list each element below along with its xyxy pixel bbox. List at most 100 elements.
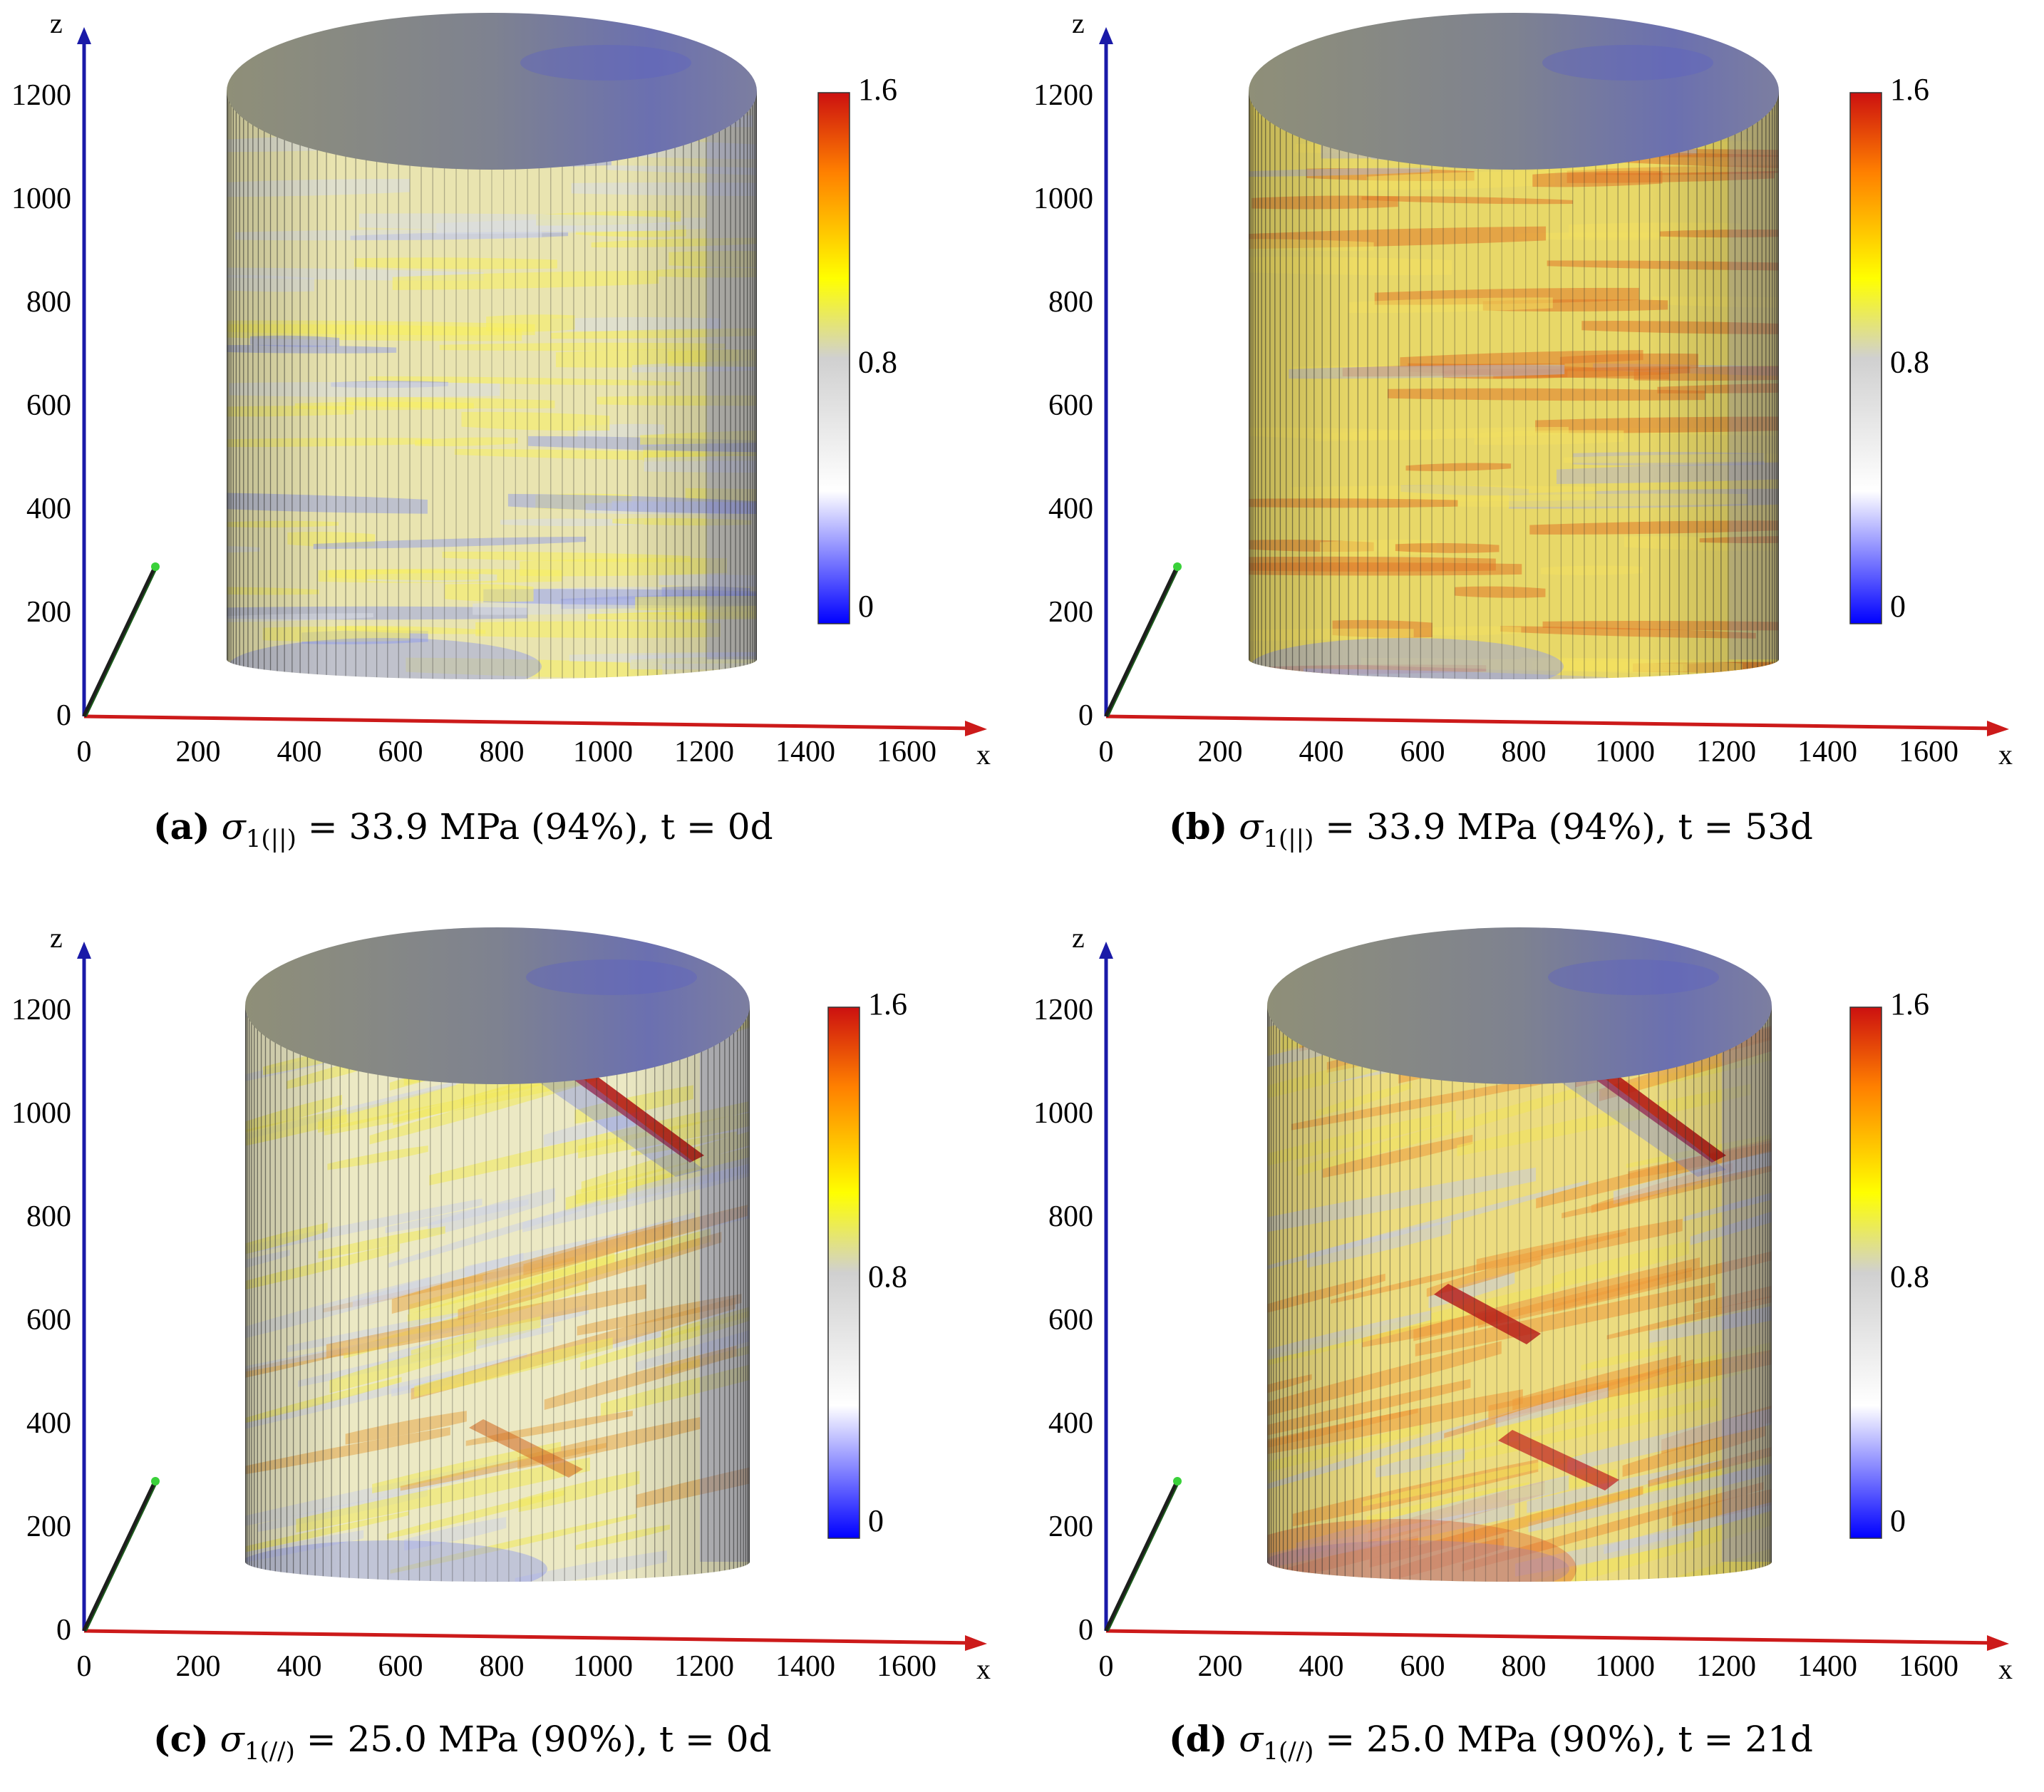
x-axis-arrowhead	[965, 1635, 987, 1651]
x-tick-label: 400	[277, 736, 322, 768]
x-tick-label: 1200	[1696, 736, 1756, 768]
caption-b: (b) σ1(||) = 33.9 MPa (94%), t = 53d	[1169, 805, 1813, 853]
panel-a: z 0 200 400 600 800 1000 1200 x 0 200 400 600 800 1000…	[11, 7, 991, 771]
y-axis-highlight	[1108, 566, 1180, 717]
y-axis-highlight	[1108, 1481, 1180, 1632]
cylinder-shading	[227, 91, 757, 679]
x-axis-line	[83, 1629, 977, 1645]
x-tick-label: 200	[176, 1650, 221, 1683]
x-axis-line	[1105, 714, 1999, 731]
x-tick-label: 1000	[573, 1650, 633, 1683]
caption-a: (a) σ1(||) = 33.9 MPa (94%), t = 0d	[153, 805, 773, 853]
x-axis-line	[83, 714, 977, 731]
colorbar	[827, 1006, 860, 1539]
panel-d: z 0 200 400 600 800 1000 1200 x 0 200 400 600 800 1000…	[1033, 922, 2013, 1685]
colorbar	[1849, 92, 1882, 624]
x-tick-label: 1400	[775, 736, 835, 768]
caption-a-sub: 1(||)	[245, 825, 296, 853]
caption-a-text: = 33.9 MPa (94%), t = 0d	[296, 806, 773, 848]
x-axis-line	[1105, 1629, 1999, 1645]
x-tick-label: 600	[378, 1650, 423, 1683]
x-tick-label: 0	[1099, 736, 1114, 768]
z-tick-label: 1200	[1033, 79, 1093, 112]
x-tick-label: 1600	[877, 736, 936, 768]
colorbar	[1849, 1006, 1882, 1539]
colorbar-mid-label: 0.8	[1890, 345, 1929, 380]
x-axis-arrowhead	[1987, 721, 2009, 736]
z-tick-label: 200	[26, 1510, 71, 1543]
y-axis-endpoint	[151, 1477, 160, 1485]
caption-b-letter: (b)	[1169, 805, 1228, 848]
colorbar-mid-label: 0.8	[868, 1260, 907, 1294]
y-axis-highlight	[86, 1481, 158, 1632]
z-axis-label: z	[1072, 922, 1085, 954]
x-tick-label: 1400	[1797, 1650, 1857, 1683]
x-tick-label: 0	[77, 1650, 92, 1683]
z-tick-label: 800	[1048, 1200, 1093, 1233]
panel-c: z 0 200 400 600 800 1000 1200 x 0 200 400 600 800 1000…	[11, 922, 991, 1685]
x-tick-label: 800	[480, 736, 525, 768]
y-axis-line	[82, 1480, 158, 1632]
x-tick-label: 1600	[1899, 736, 1958, 768]
x-tick-label: 800	[1502, 1650, 1547, 1683]
caption-c: (c) σ1(//) = 25.0 MPa (90%), t = 0d	[153, 1718, 772, 1766]
z-tick-label: 800	[26, 286, 71, 319]
x-tick-label: 1600	[877, 1650, 936, 1683]
z-axis-label: z	[50, 7, 63, 39]
z-tick-label: 1000	[1033, 1097, 1093, 1130]
z-tick-label: 600	[1048, 1304, 1093, 1337]
colorbar-mid-label: 0.8	[858, 345, 897, 380]
y-axis-highlight	[86, 566, 158, 717]
y-axis-line	[1104, 565, 1180, 718]
x-axis-label: x	[1998, 1653, 2013, 1685]
panel-b: z 0 200 400 600 800 1000 1200 x 0 200 400 600 800 1000…	[1033, 7, 2013, 771]
z-tick-label: 200	[1048, 596, 1093, 629]
x-tick-label: 1400	[775, 1650, 835, 1683]
caption-c-sub: 1(//)	[244, 1737, 295, 1766]
x-axis-arrowhead	[1987, 1635, 2009, 1651]
z-tick-label: 200	[26, 596, 71, 629]
z-tick-label: 1200	[11, 79, 71, 112]
caption-b-sub: 1(||)	[1263, 825, 1314, 853]
cylinder-top	[245, 927, 750, 1084]
x-axis-label: x	[1998, 738, 2013, 771]
colorbar-max-label: 1.6	[1890, 987, 1929, 1021]
z-tick-label: 1000	[1033, 182, 1093, 215]
y-axis-line	[1104, 1480, 1180, 1632]
z-tick-label: 0	[1078, 699, 1093, 732]
x-tick-label: 0	[77, 736, 92, 768]
cylinder-top	[227, 13, 757, 170]
z-axis-arrowhead	[1099, 27, 1113, 44]
x-tick-label: 600	[1400, 1650, 1445, 1683]
cylinder-top	[1267, 927, 1772, 1084]
cylinder-top-tint	[1542, 45, 1713, 81]
z-tick-label: 400	[26, 493, 71, 525]
caption-d-text: = 25.0 MPa (90%), t = 21d	[1313, 1719, 1813, 1760]
x-tick-label: 400	[277, 1650, 322, 1683]
x-tick-label: 400	[1299, 1650, 1344, 1683]
caption-d-sub: 1(//)	[1263, 1737, 1314, 1766]
z-tick-label: 400	[26, 1407, 71, 1440]
z-tick-label: 200	[1048, 1510, 1093, 1543]
x-tick-label: 400	[1299, 736, 1344, 768]
z-axis-arrowhead	[77, 942, 91, 959]
sigma-symbol: σ	[221, 806, 246, 848]
z-tick-label: 1200	[1033, 994, 1093, 1026]
cylinder-top-tint	[526, 959, 697, 995]
x-tick-label: 1000	[1595, 1650, 1655, 1683]
z-tick-label: 600	[26, 1304, 71, 1337]
x-tick-label: 800	[1502, 736, 1547, 768]
z-axis-arrowhead	[1099, 942, 1113, 959]
colorbar-min-label: 0	[1890, 589, 1906, 624]
colorbar-max-label: 1.6	[858, 72, 897, 107]
colorbar-min-label: 0	[868, 1503, 884, 1538]
z-tick-label: 0	[56, 1614, 71, 1647]
caption-b-text: = 33.9 MPa (94%), t = 53d	[1313, 806, 1813, 848]
colorbar-mid-label: 0.8	[1890, 1260, 1929, 1294]
x-tick-label: 1600	[1899, 1650, 1958, 1683]
colorbar	[817, 92, 850, 624]
z-axis-label: z	[1072, 7, 1085, 39]
z-tick-label: 400	[1048, 493, 1093, 525]
cylinder-shading	[245, 1006, 750, 1582]
